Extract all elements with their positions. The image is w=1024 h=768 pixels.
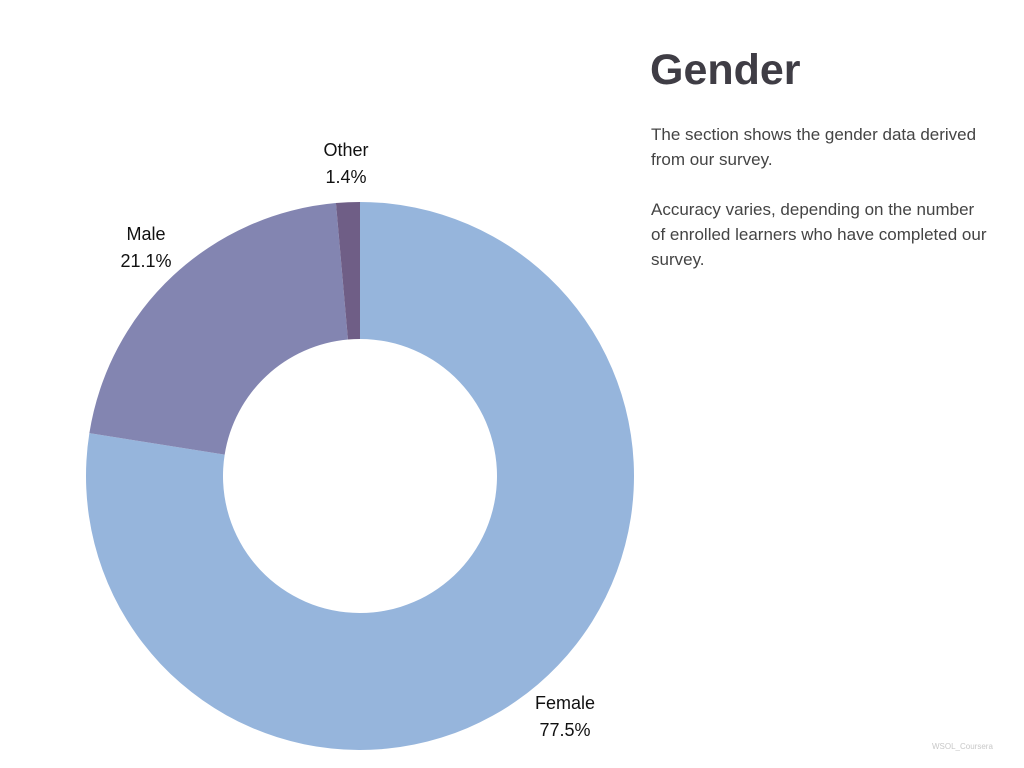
slice-value-female: 77.5% (539, 720, 590, 740)
description-accuracy: Accuracy varies, depending on the number… (651, 200, 987, 269)
slice-value-other: 1.4% (325, 167, 366, 187)
slice-label-male: Male (126, 224, 165, 244)
gender-donut-chart: Female 77.5% Male 21.1% Other 1.4% (86, 140, 634, 750)
slice-other (335, 202, 360, 340)
slice-label-female: Female (535, 693, 595, 713)
slice-female (86, 202, 634, 750)
slice-value-male: 21.1% (120, 251, 171, 271)
watermark: WSOL_Coursera (932, 742, 993, 751)
description-survey: The section shows the gender data derive… (651, 125, 977, 169)
slice-label-other: Other (323, 140, 368, 160)
slice-male (89, 203, 348, 455)
page-title: Gender (650, 46, 801, 94)
